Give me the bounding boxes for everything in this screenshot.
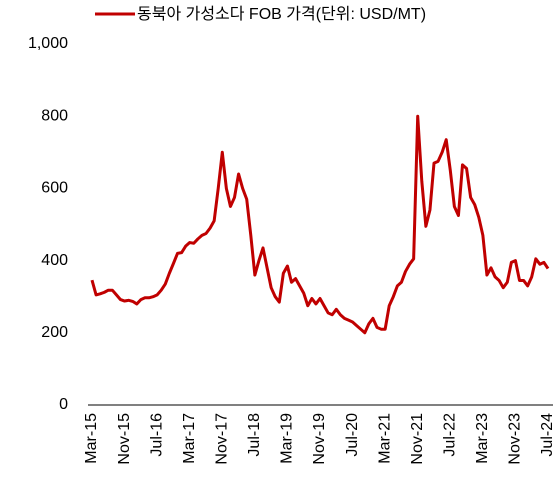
y-tick-label: 1,000	[28, 35, 68, 52]
x-tick-label: Jul-22	[442, 413, 459, 457]
x-tick-label: Mar-19	[279, 413, 296, 464]
legend-label: 동북아 가성소다 FOB 가격(단위: USD/MT)	[137, 5, 426, 23]
x-tick-label: Mar-21	[376, 413, 393, 464]
x-tick-label: Jul-20	[344, 413, 361, 457]
x-tick-label: Jul-24	[539, 413, 556, 457]
data-line	[90, 114, 550, 335]
y-tick-label: 600	[41, 180, 68, 197]
x-tick-label: Mar-17	[181, 413, 198, 464]
y-tick-label: 400	[41, 252, 68, 269]
y-tick-label: 800	[41, 107, 68, 124]
x-tick-label: Nov-17	[214, 413, 231, 465]
x-tick-label: Jul-16	[148, 413, 165, 457]
x-tick-label: Nov-15	[116, 413, 133, 465]
x-tick-label: Jul-18	[246, 413, 263, 457]
x-tick-label: Nov-23	[507, 413, 524, 465]
x-tick-label: Mar-15	[83, 413, 100, 464]
x-tick-label: Nov-19	[311, 413, 328, 465]
y-tick-label: 0	[59, 396, 68, 413]
x-tick-label: Mar-23	[474, 413, 491, 464]
x-tick-label: Nov-21	[409, 413, 426, 465]
y-tick-label: 200	[41, 324, 68, 341]
